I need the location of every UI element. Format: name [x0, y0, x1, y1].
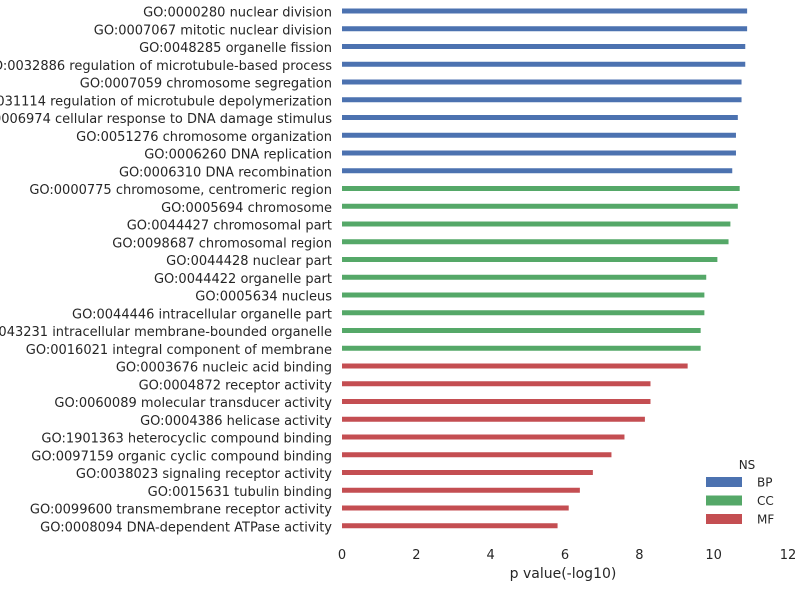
- category-label: GO:1901363 heterocyclic compound binding: [41, 432, 332, 447]
- category-label: GO:0044427 chromosomal part: [127, 219, 332, 234]
- bar-mf: [342, 470, 593, 475]
- bar-cc: [342, 274, 707, 280]
- x-tick-label: 8: [635, 548, 643, 563]
- category-label: GO:0044446 intracellular organelle part: [72, 307, 332, 322]
- bar-bp: [342, 168, 733, 174]
- category-label: GO:0099600 transmembrane receptor activi…: [30, 503, 332, 518]
- x-tick-label: 0: [338, 548, 346, 563]
- category-label: GO:0016021 integral component of membran…: [26, 343, 332, 358]
- bar-cc: [342, 257, 718, 262]
- x-tick-labels: 0 2 4 6 8 10 12: [338, 548, 796, 563]
- bar-mf: [342, 452, 612, 458]
- x-axis-label: p value(-log10): [510, 566, 617, 582]
- category-label: GO:0000280 nuclear division: [143, 6, 332, 21]
- legend-swatch-mf: [706, 514, 742, 524]
- bar-cc: [342, 345, 701, 351]
- x-tick-label: 6: [561, 548, 569, 563]
- bar-cc: [342, 239, 729, 245]
- bar-mf: [342, 505, 569, 511]
- category-label: GO:0051276 chromosome organization: [76, 130, 332, 145]
- bar-cc: [342, 292, 705, 298]
- category-label: GO:0043231 intracellular membrane-bounde…: [0, 325, 332, 340]
- category-label: GO:0015631 tubulin binding: [148, 485, 332, 500]
- bar-cc: [342, 186, 740, 191]
- category-label: GO:0038023 signaling receptor activity: [76, 467, 332, 482]
- bar-mf: [342, 381, 651, 387]
- category-label: GO:0004386 helicase activity: [140, 414, 332, 429]
- category-label: GO:0004872 receptor activity: [139, 378, 333, 393]
- bar-cc: [342, 310, 705, 316]
- bar-bp: [342, 150, 736, 156]
- bar-bp: [342, 8, 748, 14]
- bar-bp: [342, 132, 736, 138]
- bars-layer: [342, 8, 748, 529]
- category-label: GO:0005694 chromosome: [161, 201, 332, 216]
- legend-swatch-bp: [706, 477, 742, 487]
- x-tick-label: 10: [705, 548, 722, 563]
- category-label: GO:0005634 nucleus: [195, 290, 332, 305]
- category-labels: GO:0000280 nuclear division GO:0007067 mi…: [0, 6, 332, 536]
- bar-cc: [342, 221, 731, 227]
- legend-swatch-cc: [706, 495, 742, 506]
- legend-label-bp: BP: [757, 476, 772, 490]
- category-label: GO:0098687 chromosomal region: [112, 236, 332, 251]
- category-label: GO:0006310 DNA recombination: [119, 165, 332, 180]
- bar-bp: [342, 79, 742, 85]
- category-label: GO:0007059 chromosome segregation: [80, 77, 332, 92]
- bar-bp: [342, 44, 746, 49]
- bar-mf: [342, 416, 645, 422]
- category-label: GO:0048285 organelle fission: [139, 41, 332, 56]
- legend-label-mf: MF: [757, 513, 774, 527]
- category-label: GO:0000775 chromosome, centromeric regio…: [29, 183, 332, 198]
- bar-bp: [342, 115, 738, 120]
- category-label: GO:0008094 DNA-dependent ATPase activity: [40, 520, 332, 535]
- legend-label-cc: CC: [757, 494, 774, 508]
- x-tick-label: 12: [780, 548, 797, 563]
- bar-cc: [342, 328, 701, 333]
- bar-mf: [342, 523, 558, 529]
- category-label: GO:0003676 nucleic acid binding: [116, 361, 332, 376]
- category-label: GO:0031114 regulation of microtubule dep…: [0, 94, 332, 109]
- bar-mf: [342, 434, 625, 440]
- category-label: GO:0007067 mitotic nuclear division: [94, 23, 332, 38]
- category-label: GO:0060089 molecular transducer activity: [54, 396, 332, 411]
- bar-mf: [342, 363, 688, 369]
- category-label: GO:0032886 regulation of microtubule-bas…: [0, 59, 332, 74]
- category-label: GO:0006974 cellular response to DNA dama…: [0, 112, 332, 127]
- bar-mf: [342, 399, 651, 404]
- bar-mf: [342, 487, 580, 493]
- x-tick-label: 4: [487, 548, 495, 563]
- x-tick-label: 2: [412, 548, 420, 563]
- bar-cc: [342, 203, 738, 209]
- category-label: GO:0097159 organic cyclic compound bindi…: [31, 449, 332, 464]
- category-label: GO:0044428 nuclear part: [166, 254, 332, 269]
- category-label: GO:0044422 organelle part: [154, 272, 332, 287]
- legend-title: NS: [739, 458, 756, 472]
- bar-bp: [342, 97, 742, 103]
- category-label: GO:0006260 DNA replication: [144, 148, 332, 163]
- bar-bp: [342, 61, 746, 67]
- bar-bp: [342, 26, 748, 32]
